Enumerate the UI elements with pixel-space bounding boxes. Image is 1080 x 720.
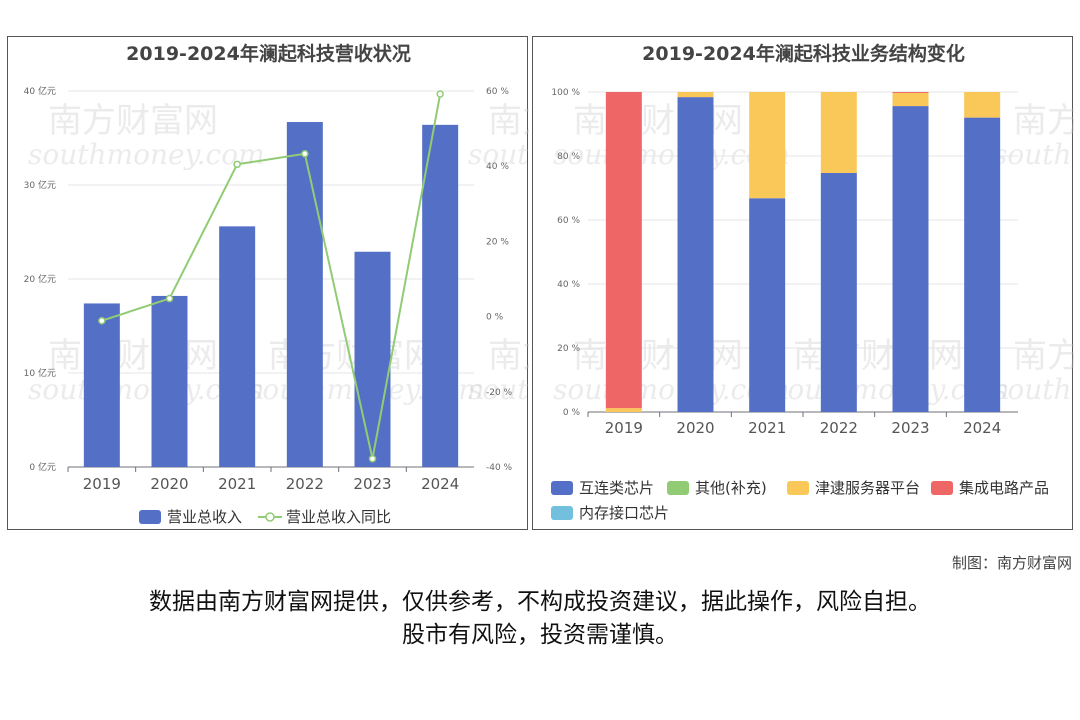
stacked-bar-segment bbox=[605, 92, 642, 409]
revenue-bar bbox=[422, 124, 459, 467]
yoy-line bbox=[101, 93, 442, 459]
x-tick-label: 2019 bbox=[605, 419, 643, 437]
watermark-en: southmoney.com bbox=[993, 373, 1074, 406]
legend-label: 集成电路产品 bbox=[959, 479, 1049, 497]
y-left-tick-label: 20 亿元 bbox=[24, 273, 56, 285]
y-right-tick-label: -40 % bbox=[486, 463, 513, 473]
legend-label: 津逮服务器平台 bbox=[815, 479, 920, 497]
revenue-bar bbox=[219, 226, 256, 467]
legend-swatch bbox=[667, 481, 689, 495]
stacked-bar-segment bbox=[605, 408, 642, 412]
legend-label: 营业总收入同比 bbox=[286, 508, 391, 526]
y-tick-label: 60 % bbox=[557, 216, 580, 226]
yoy-point bbox=[368, 454, 377, 463]
x-tick-label: 2020 bbox=[676, 419, 714, 437]
legend-swatch bbox=[139, 510, 161, 524]
stacked-bar-segment bbox=[964, 117, 1001, 412]
business-structure-chart-panel: 南方财富网 southmoney.com 南方财富网 southmoney.com 南方… bbox=[532, 36, 1074, 530]
stacked-bar-segment bbox=[820, 172, 857, 412]
watermark-cn: 南方财富网 bbox=[1013, 336, 1074, 376]
revenue-bar bbox=[286, 122, 323, 468]
x-tick-label: 2022 bbox=[286, 475, 324, 493]
legend-label: 营业总收入 bbox=[167, 508, 242, 526]
x-tick-label: 2020 bbox=[150, 475, 188, 493]
y-right-tick-label: 0 % bbox=[486, 313, 504, 323]
watermark-cn: 南方财富网 bbox=[488, 336, 529, 376]
y-tick-label: 0 % bbox=[563, 408, 581, 418]
x-tick-label: 2023 bbox=[353, 475, 391, 493]
y-tick-label: 100 % bbox=[551, 88, 580, 98]
yoy-point bbox=[98, 316, 106, 325]
y-right-tick-label: 40 % bbox=[486, 162, 509, 172]
disclaimer-line-1: 数据由南方财富网提供，仅供参考，不构成投资建议，据此操作，风险自担。 bbox=[149, 589, 931, 615]
watermark-en: southmoney.com bbox=[468, 373, 529, 406]
y-left-tick-label: 40 亿元 bbox=[24, 85, 56, 97]
yoy-point bbox=[233, 160, 241, 169]
revenue-bar bbox=[354, 251, 391, 467]
watermark-cn: 南方财富网 bbox=[793, 336, 963, 376]
x-tick-label: 2024 bbox=[963, 419, 1001, 437]
legend-swatch bbox=[787, 481, 809, 495]
legend-label: 其他(补充) bbox=[695, 479, 767, 497]
legend: 营业总收入 营业总收入同比 bbox=[139, 508, 391, 526]
chart-credit: 制图：南方财富网 bbox=[951, 554, 1072, 572]
stacked-bar-segment bbox=[892, 106, 929, 412]
watermark-en: southmoney.com bbox=[468, 138, 529, 171]
watermark-cn: 南方财富网 bbox=[48, 336, 218, 376]
watermark-en: southmoney.com bbox=[993, 138, 1074, 171]
stacked-bar-segment bbox=[677, 92, 714, 98]
yoy-point bbox=[301, 150, 309, 158]
stacked-bar-segment bbox=[749, 198, 786, 412]
legend-swatch bbox=[265, 512, 275, 522]
x-tick-label: 2023 bbox=[891, 419, 929, 437]
stacked-bar-segment bbox=[749, 92, 786, 199]
y-left-tick-label: 30 亿元 bbox=[24, 179, 56, 191]
watermark-en: southmoney.com bbox=[28, 138, 265, 171]
revenue-chart-panel: 南方财富网southmoney.com南方财富网southmoney.com南方… bbox=[7, 36, 529, 530]
y-tick-label: 20 % bbox=[557, 344, 580, 354]
revenue-bar bbox=[83, 303, 120, 467]
y-right-tick-label: 60 % bbox=[486, 87, 509, 97]
chart-title: 2019-2024年澜起科技营收状况 bbox=[126, 42, 411, 65]
y-left-tick-label: 0 亿元 bbox=[29, 461, 56, 473]
disclaimer-line-2: 股市有风险，投资需谨慎。 bbox=[402, 622, 678, 648]
yoy-point bbox=[436, 90, 444, 98]
watermark-cn: 南方财富网 bbox=[573, 336, 743, 376]
watermark-cn: 南方财富网 bbox=[48, 101, 218, 141]
stacked-bar-segment bbox=[677, 97, 714, 412]
x-tick-label: 2024 bbox=[421, 475, 459, 493]
x-tick-label: 2022 bbox=[820, 419, 858, 437]
x-tick-label: 2021 bbox=[748, 419, 786, 437]
legend-swatch bbox=[551, 481, 573, 495]
legend-label: 互连类芯片 bbox=[579, 479, 654, 497]
stacked-bar-segment bbox=[892, 92, 929, 93]
x-tick-label: 2021 bbox=[218, 475, 256, 493]
legend-swatch bbox=[551, 506, 573, 520]
stacked-bar-segment bbox=[964, 92, 1001, 118]
y-left-tick-label: 10 亿元 bbox=[24, 367, 56, 379]
x-tick-label: 2019 bbox=[83, 475, 121, 493]
y-right-tick-label: 20 % bbox=[486, 237, 509, 247]
watermark-cn: 南方财富网 bbox=[488, 101, 529, 141]
y-tick-label: 80 % bbox=[557, 152, 580, 162]
watermark-cn: 南方财富网 bbox=[573, 101, 743, 141]
chart-title: 2019-2024年澜起科技业务结构变化 bbox=[642, 42, 965, 65]
revenue-bar bbox=[151, 295, 188, 467]
revenue-chart: 南方财富网southmoney.com南方财富网southmoney.com南方… bbox=[24, 42, 529, 526]
business-structure-chart: 南方财富网southmoney.com南方财富网southmoney.com南方… bbox=[551, 42, 1074, 522]
legend-swatch bbox=[931, 481, 953, 495]
watermark-cn: 南方财富网 bbox=[1013, 101, 1074, 141]
stacked-bar-segment bbox=[820, 92, 857, 173]
stacked-bar-segment bbox=[892, 92, 929, 107]
y-tick-label: 40 % bbox=[557, 280, 580, 290]
y-right-tick-label: -20 % bbox=[486, 388, 513, 398]
yoy-point bbox=[165, 294, 174, 303]
legend-label: 内存接口芯片 bbox=[579, 504, 669, 522]
